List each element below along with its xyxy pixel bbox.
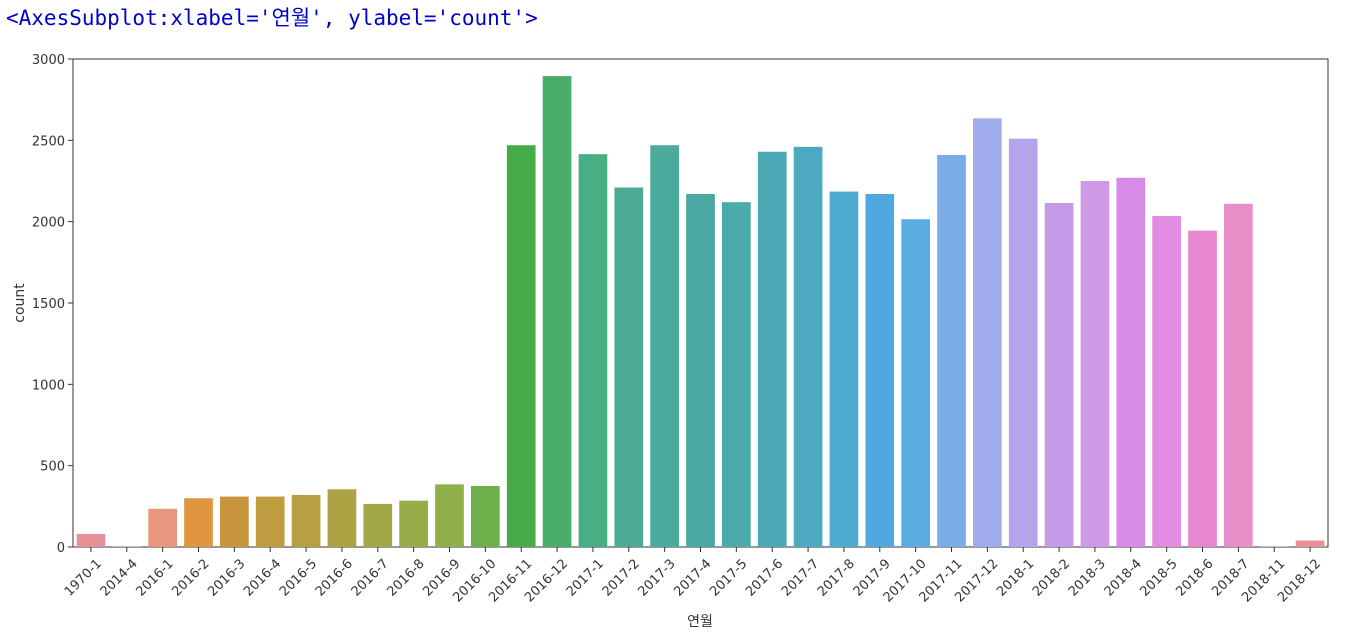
bar-2018-4 bbox=[1116, 177, 1146, 547]
x-tick-label: 2018-3 bbox=[1066, 556, 1109, 599]
bar-2017-8 bbox=[829, 191, 859, 547]
y-tick-label: 1500 bbox=[32, 297, 65, 312]
x-tick-label: 1970-1 bbox=[62, 556, 105, 599]
bar-2018-3 bbox=[1080, 181, 1110, 547]
x-tick-label: 2018-2 bbox=[1030, 556, 1073, 599]
x-tick-label: 2016-1 bbox=[134, 556, 177, 599]
x-tick-label: 2018-5 bbox=[1138, 556, 1181, 599]
x-tick-label: 2016-2 bbox=[169, 556, 212, 599]
bar-2017-5 bbox=[722, 202, 751, 547]
bar-2016-10 bbox=[471, 486, 500, 547]
bar-2017-9 bbox=[865, 194, 895, 547]
bar-2017-2 bbox=[614, 187, 644, 547]
bars-group bbox=[76, 76, 1325, 548]
x-tick-label: 2017-2 bbox=[600, 556, 643, 599]
bar-2017-12 bbox=[973, 118, 1002, 548]
x-tick-label: 2017-5 bbox=[707, 556, 750, 599]
x-tick-label: 2016-7 bbox=[349, 556, 392, 599]
bar-2016-2 bbox=[184, 498, 213, 547]
x-tick-label: 2017-8 bbox=[815, 556, 858, 599]
bar-2017-4 bbox=[686, 194, 715, 547]
x-tick-label: 2014-4 bbox=[98, 556, 141, 599]
y-axis-ticks: 0 500 1000 1500 2000 2500 3000 bbox=[32, 53, 73, 556]
bar-2017-11 bbox=[937, 154, 966, 547]
bar-2017-1 bbox=[578, 154, 608, 547]
x-tick-label: 2018-6 bbox=[1173, 556, 1216, 599]
bar-2016-11 bbox=[506, 145, 536, 547]
x-tick-label: 2016-8 bbox=[385, 556, 428, 599]
y-tick-label: 500 bbox=[40, 460, 65, 475]
x-tick-label: 2016-5 bbox=[277, 556, 320, 599]
bar-2016-3 bbox=[220, 496, 249, 547]
y-axis-label: count bbox=[12, 283, 28, 323]
y-tick-label: 3000 bbox=[32, 53, 65, 68]
x-tick-label: 2018-1 bbox=[994, 556, 1037, 599]
bar-2018-2 bbox=[1044, 202, 1074, 547]
bar-2017-3 bbox=[650, 145, 679, 547]
x-tick-label: 2016-4 bbox=[241, 556, 284, 599]
bar-2018-7 bbox=[1224, 203, 1253, 547]
bar-2016-12 bbox=[542, 76, 572, 547]
y-tick-label: 1000 bbox=[32, 378, 65, 393]
x-tick-label: 2017-7 bbox=[779, 556, 822, 599]
bar-2018-6 bbox=[1188, 230, 1217, 548]
x-tick-label: 2017-4 bbox=[671, 556, 714, 599]
x-tick-label: 2017-6 bbox=[743, 556, 786, 599]
y-tick-label: 2000 bbox=[32, 216, 65, 231]
y-tick-label: 2500 bbox=[32, 134, 65, 149]
x-tick-label: 2016-3 bbox=[205, 556, 248, 599]
bar-2018-1 bbox=[1008, 138, 1038, 547]
bar-1970-1 bbox=[76, 533, 106, 547]
x-axis-ticks: 1970-12014-42016-12016-22016-32016-42016… bbox=[62, 547, 1324, 605]
y-tick-label: 0 bbox=[57, 541, 65, 556]
x-tick-label: 2017-1 bbox=[564, 556, 607, 599]
x-tick-label: 2017-3 bbox=[636, 556, 679, 599]
bar-2017-6 bbox=[757, 151, 787, 547]
bar-2018-5 bbox=[1152, 215, 1181, 547]
x-tick-label: 2016-6 bbox=[313, 556, 356, 599]
bar-2016-8 bbox=[399, 500, 428, 547]
bar-2016-6 bbox=[327, 489, 357, 547]
bar-2016-9 bbox=[435, 484, 464, 547]
x-axis-label: 연월 bbox=[687, 614, 713, 630]
bar-2016-4 bbox=[255, 496, 285, 547]
bar-2016-1 bbox=[148, 508, 177, 547]
bar-2016-5 bbox=[291, 494, 321, 547]
bar-2017-7 bbox=[793, 146, 823, 547]
axes-repr-text: <AxesSubplot:xlabel='연월', ylabel='count'… bbox=[6, 6, 538, 30]
bar-2017-10 bbox=[901, 219, 930, 548]
x-tick-label: 2018-4 bbox=[1102, 556, 1145, 599]
bar-2018-12 bbox=[1295, 540, 1325, 547]
bar-2016-7 bbox=[363, 503, 393, 547]
